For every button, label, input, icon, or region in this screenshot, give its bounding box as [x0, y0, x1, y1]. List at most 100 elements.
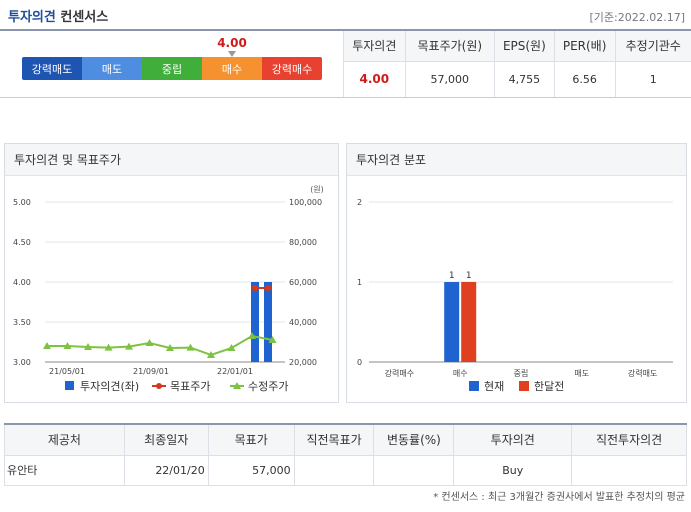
consensus-value: 57,000: [404, 61, 495, 97]
adjusted-price-point: [207, 351, 215, 358]
legend-label: 투자의견(좌): [80, 380, 139, 393]
target-price-point: [251, 284, 259, 292]
distribution-bar: [461, 282, 477, 362]
consensus-value: 4,755: [493, 61, 555, 97]
bar-data-label: 1: [449, 271, 455, 281]
consensus-table: 투자의견 목표주가(원) EPS(원) PER(배) 추정기관수 4.00 57,000 4…: [343, 31, 691, 97]
legend-label: 수정주가: [248, 380, 288, 393]
y-tick-left: 5.00: [13, 198, 31, 207]
y-tick-right: 80,000: [289, 238, 317, 247]
y-tick-left: 4.50: [13, 238, 31, 247]
adjusted-price-point: [63, 342, 72, 349]
header: 투자의견 컨센서스 [기준:2022.02.17]: [0, 0, 691, 30]
opinion-bar: [264, 282, 272, 362]
adjusted-price-point: [186, 343, 195, 351]
scale-segment: 중립: [142, 57, 202, 80]
x-tick: 강력매도: [628, 368, 657, 378]
y-tick-left: 3.00: [13, 358, 31, 367]
consensus-header: 투자의견: [343, 31, 406, 62]
providers-cell: [571, 454, 687, 486]
opinion-bar: [251, 282, 259, 362]
axis-unit: (원): [310, 185, 324, 194]
providers-header: 직전목표가: [293, 424, 375, 456]
y-tick-left: 4.00: [13, 278, 31, 287]
title-part2: 컨센서스: [60, 10, 109, 25]
y-tick-right: 60,000: [289, 278, 317, 287]
providers-header: 직전투자의견: [571, 424, 687, 456]
scale-segment: 매수: [202, 57, 262, 80]
adjusted-price-point: [104, 343, 113, 351]
adjusted-price-point: [227, 344, 236, 351]
opinion-target-chart: (원) 5.00 4.50 4.00 3.50 3.00 100,000 80,000 60,0…: [13, 185, 324, 393]
providers-cell: [373, 454, 455, 486]
adjusted-price-point: [268, 336, 277, 343]
x-tick: 강력매수: [385, 368, 414, 378]
y-tick-right: 40,000: [289, 318, 317, 327]
bar-data-label: 1: [466, 271, 472, 281]
legend-swatch: [469, 381, 479, 391]
adjusted-price-point: [248, 332, 256, 339]
legend-label: 현재: [484, 380, 504, 393]
y-tick: 2: [357, 198, 362, 207]
providers-cell: 22/01/20: [123, 454, 209, 486]
consensus-header: 추정기관수: [614, 31, 691, 62]
opinion-distribution-title: 투자의견 분포: [347, 144, 686, 176]
opinion-scale-bar: 강력매도 매도 중립 매수 강력매수: [22, 57, 322, 80]
x-tick: 22/01/01: [217, 367, 253, 376]
providers-header: 목표가: [207, 424, 295, 456]
score-pointer-icon: [228, 51, 236, 57]
opinion-distribution-panel: 투자의견 분포 2 1 0 강력매수 매수 1 1 중립 매도 강력매도 현재 한달전: [346, 143, 687, 403]
providers-table: 제공처 최종일자 목표가 직전목표가 변동률(%) 투자의견 직전투자의견 유안타 22/01…: [4, 423, 687, 486]
providers-header: 변동률(%): [373, 424, 455, 456]
table-row: 유안타 22/01/20 57,000 Buy: [4, 454, 687, 486]
title-part1: 투자의견: [8, 10, 56, 25]
legend-marker: [156, 383, 162, 389]
x-tick: 매수: [453, 369, 468, 378]
providers-cell: 57,000: [207, 454, 295, 486]
target-price-point: [264, 284, 272, 292]
consensus-value: 1: [614, 61, 691, 97]
scale-segment: 강력매도: [22, 57, 82, 80]
consensus-header: PER(배): [553, 31, 615, 62]
x-tick: 매도: [574, 369, 589, 378]
providers-header: 최종일자: [123, 424, 209, 456]
consensus-header: 목표주가(원): [404, 31, 495, 62]
y-tick-left: 3.50: [13, 318, 31, 327]
base-date: [기준:2022.02.17]: [589, 11, 685, 24]
providers-cell: 유안타: [4, 454, 125, 486]
footnote: * 컨센서스 : 최근 3개월간 증권사에서 발표한 추정치의 평균: [433, 492, 685, 503]
providers-header: 투자의견: [453, 424, 573, 456]
scale-segment: 강력매수: [262, 57, 322, 80]
consensus-header: EPS(원): [493, 31, 555, 62]
consensus-summary: [0, 31, 691, 98]
legend-swatch: [519, 381, 529, 391]
adjusted-price-point: [84, 343, 92, 350]
opinion-target-title: 투자의견 및 목표주가: [5, 144, 338, 176]
providers-cell: [293, 454, 375, 486]
page-title: 투자의견 컨센서스: [8, 6, 108, 25]
y-tick: 1: [357, 278, 362, 287]
legend-swatch: [65, 381, 74, 390]
legend-label: 목표주가: [170, 380, 210, 393]
top-divider: [0, 29, 691, 31]
legend-marker: [233, 382, 241, 389]
consensus-value: 4.00: [343, 61, 406, 97]
adjusted-price-point: [125, 342, 133, 350]
adjusted-price-line: [47, 334, 273, 357]
scale-segment: 매도: [82, 57, 142, 80]
x-tick: 21/09/01: [133, 367, 169, 376]
providers-cell: Buy: [453, 454, 573, 486]
x-tick: 중립: [514, 369, 529, 378]
legend-label: 한달전: [534, 380, 564, 393]
x-tick: 21/05/01: [49, 367, 85, 376]
adjusted-price-point: [166, 344, 174, 351]
opinion-target-panel: 투자의견 및 목표주가 (원) 5.00 4.50 4.00 3.50 3.00 100,0…: [4, 143, 339, 403]
opinion-score: 4.00: [217, 36, 247, 50]
y-tick-right: 100,000: [289, 198, 322, 207]
distribution-bar: [444, 282, 460, 362]
adjusted-price-point: [43, 342, 51, 349]
y-tick-right: 20,000: [289, 358, 317, 367]
adjusted-price-point: [145, 339, 154, 346]
providers-header: 제공처: [4, 424, 125, 456]
